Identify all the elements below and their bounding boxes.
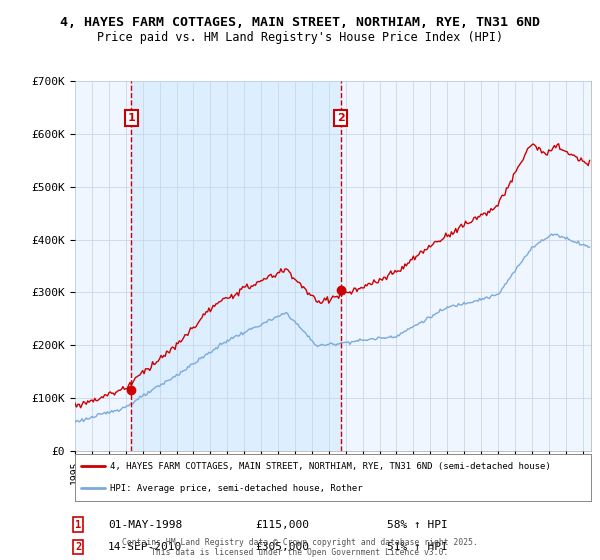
Text: HPI: Average price, semi-detached house, Rother: HPI: Average price, semi-detached house,… bbox=[110, 484, 363, 493]
Text: £115,000: £115,000 bbox=[255, 520, 309, 530]
Text: 51% ↑ HPI: 51% ↑ HPI bbox=[387, 542, 448, 552]
Text: Price paid vs. HM Land Registry's House Price Index (HPI): Price paid vs. HM Land Registry's House … bbox=[97, 31, 503, 44]
Text: 4, HAYES FARM COTTAGES, MAIN STREET, NORTHIAM, RYE, TN31 6ND (semi-detached hous: 4, HAYES FARM COTTAGES, MAIN STREET, NOR… bbox=[110, 462, 551, 471]
Text: Contains HM Land Registry data © Crown copyright and database right 2025.
This d: Contains HM Land Registry data © Crown c… bbox=[122, 538, 478, 557]
Text: 01-MAY-1998: 01-MAY-1998 bbox=[108, 520, 182, 530]
Text: 1: 1 bbox=[75, 520, 81, 530]
Text: 58% ↑ HPI: 58% ↑ HPI bbox=[387, 520, 448, 530]
Bar bbox=[131, 81, 341, 451]
Text: £305,000: £305,000 bbox=[255, 542, 309, 552]
Text: 1: 1 bbox=[127, 113, 135, 123]
Text: 2: 2 bbox=[75, 542, 81, 552]
Text: 2: 2 bbox=[337, 113, 344, 123]
Text: 4, HAYES FARM COTTAGES, MAIN STREET, NORTHIAM, RYE, TN31 6ND: 4, HAYES FARM COTTAGES, MAIN STREET, NOR… bbox=[60, 16, 540, 29]
Text: 14-SEP-2010: 14-SEP-2010 bbox=[108, 542, 182, 552]
